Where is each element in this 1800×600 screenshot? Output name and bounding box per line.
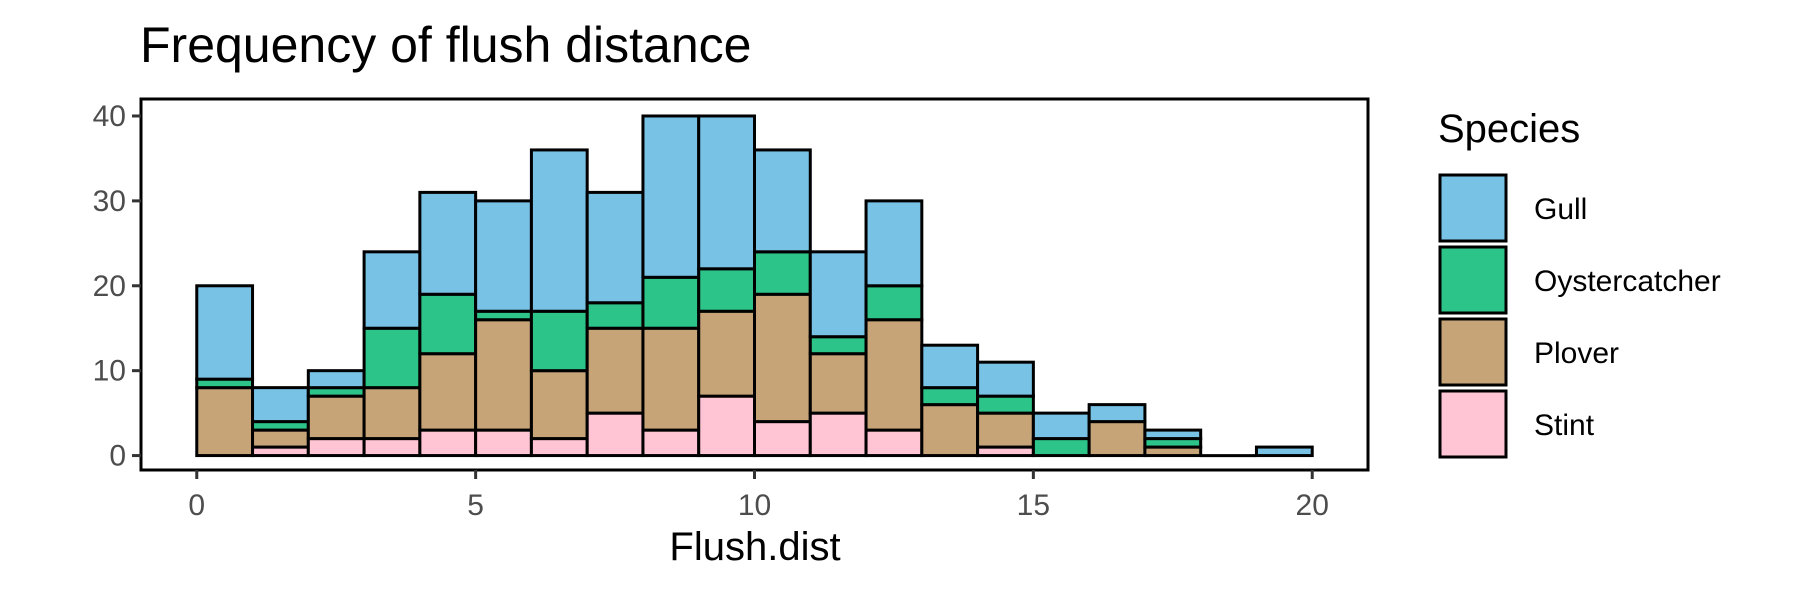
- bar-stint-bin-3: [362, 437, 422, 458]
- x-axis: 0 5 10 15 20: [188, 470, 1329, 522]
- chart-title: Frequency of flush distance: [140, 17, 751, 73]
- legend-key-stint: [1438, 389, 1508, 459]
- bar-plover-bin-8: [641, 326, 701, 432]
- legend-key-plover: [1438, 317, 1508, 387]
- bar-plover-bin-9: [697, 309, 757, 398]
- bar-gull-bin-3: [362, 250, 422, 330]
- bar-plover-bin-12: [864, 318, 924, 432]
- bar-gull-bin-1: [251, 386, 310, 424]
- bar-oystercatcher-bin-3: [362, 326, 422, 390]
- bar-plover-bin-6: [529, 369, 589, 441]
- bar-gull-bin-9: [697, 114, 757, 271]
- bar-plover-bin-16: [1087, 420, 1147, 458]
- x-tick-label-5: 5: [467, 489, 484, 522]
- bar-stint-bin-12: [864, 428, 924, 458]
- x-tick-label-15: 15: [1017, 489, 1050, 522]
- bar-gull-bin-15: [1031, 411, 1091, 441]
- y-axis: 0 10 20 30 40: [93, 100, 141, 473]
- bar-gull-bin-17: [1143, 428, 1203, 441]
- bar-oystercatcher-bin-4: [418, 292, 478, 356]
- bar-stint-bin-7: [585, 411, 645, 458]
- legend-label-gull: Gull: [1534, 193, 1587, 226]
- x-axis-title: Flush.dist: [669, 525, 840, 569]
- bar-gull-bin-14: [976, 360, 1035, 398]
- bar-oystercatcher-bin-14: [976, 394, 1035, 415]
- bar-plover-bin-4: [418, 352, 478, 432]
- bar-stint-bin-10: [753, 420, 812, 458]
- y-tick-label-40: 40: [93, 100, 126, 133]
- legend-label-plover: Plover: [1534, 337, 1619, 370]
- bar-plover-bin-0: [195, 386, 255, 458]
- bar-gull-bin-16: [1087, 403, 1147, 424]
- x-tick-label-10: 10: [738, 489, 771, 522]
- bar-gull-bin-11: [808, 250, 868, 339]
- legend-label-oystercatcher: Oystercatcher: [1534, 265, 1721, 298]
- bar-plover-bin-1: [251, 428, 310, 449]
- x-tick-label-0: 0: [188, 489, 205, 522]
- bar-oystercatcher-bin-12: [864, 284, 924, 322]
- bar-plover-bin-3: [362, 386, 422, 441]
- bar-plover-bin-14: [976, 411, 1035, 449]
- bar-gull-bin-13: [920, 343, 980, 390]
- bar-oystercatcher-bin-8: [641, 275, 701, 330]
- bar-gull-bin-0: [195, 284, 255, 381]
- bar-stint-bin-8: [641, 428, 701, 458]
- bar-gull-bin-2: [306, 369, 366, 390]
- bar-gull-bin-6: [529, 148, 589, 313]
- y-tick-label-30: 30: [93, 185, 126, 218]
- bar-gull-bin-12: [864, 199, 924, 288]
- legend-title: Species: [1438, 107, 1580, 151]
- bar-stint-bin-9: [697, 394, 757, 458]
- bar-oystercatcher-bin-10: [753, 250, 812, 296]
- bar-oystercatcher-bin-15: [1031, 437, 1091, 458]
- bar-plover-bin-10: [753, 292, 812, 424]
- legend-key-oystercatcher: [1438, 245, 1508, 315]
- bar-gull-bin-8: [641, 114, 701, 279]
- legend: Species Gull Oystercatcher Plover Stint: [1438, 107, 1721, 459]
- x-tick-label-20: 20: [1296, 489, 1329, 522]
- bar-oystercatcher-bin-6: [529, 309, 589, 373]
- bar-plover-bin-5: [474, 318, 533, 432]
- y-tick-label-0: 0: [109, 440, 126, 473]
- bar-stint-bin-5: [474, 428, 533, 458]
- bar-gull-bin-7: [585, 190, 645, 305]
- legend-items: Gull Oystercatcher Plover Stint: [1438, 173, 1721, 459]
- bar-gull-bin-19: [1254, 445, 1314, 458]
- bar-gull-bin-10: [753, 148, 812, 254]
- bar-oystercatcher-bin-13: [920, 386, 980, 407]
- bar-oystercatcher-bin-7: [585, 301, 645, 330]
- bar-plover-bin-11: [808, 352, 868, 415]
- bar-gull-bin-5: [474, 199, 533, 313]
- bar-stint-bin-11: [808, 411, 868, 458]
- bar-plover-bin-13: [920, 403, 980, 458]
- bar-plover-bin-2: [306, 394, 366, 441]
- bar-oystercatcher-bin-9: [697, 267, 757, 313]
- bar-stint-bin-4: [418, 428, 478, 458]
- bar-stint-bin-2: [306, 437, 366, 458]
- legend-key-gull: [1438, 173, 1508, 243]
- bar-stint-bin-6: [529, 437, 589, 458]
- bars-layer: [195, 114, 1314, 458]
- legend-label-stint: Stint: [1534, 409, 1595, 442]
- y-tick-label-20: 20: [93, 270, 126, 303]
- bar-gull-bin-4: [418, 190, 478, 296]
- bar-oystercatcher-bin-11: [808, 335, 868, 356]
- y-tick-label-10: 10: [93, 355, 126, 388]
- bar-plover-bin-7: [585, 326, 645, 415]
